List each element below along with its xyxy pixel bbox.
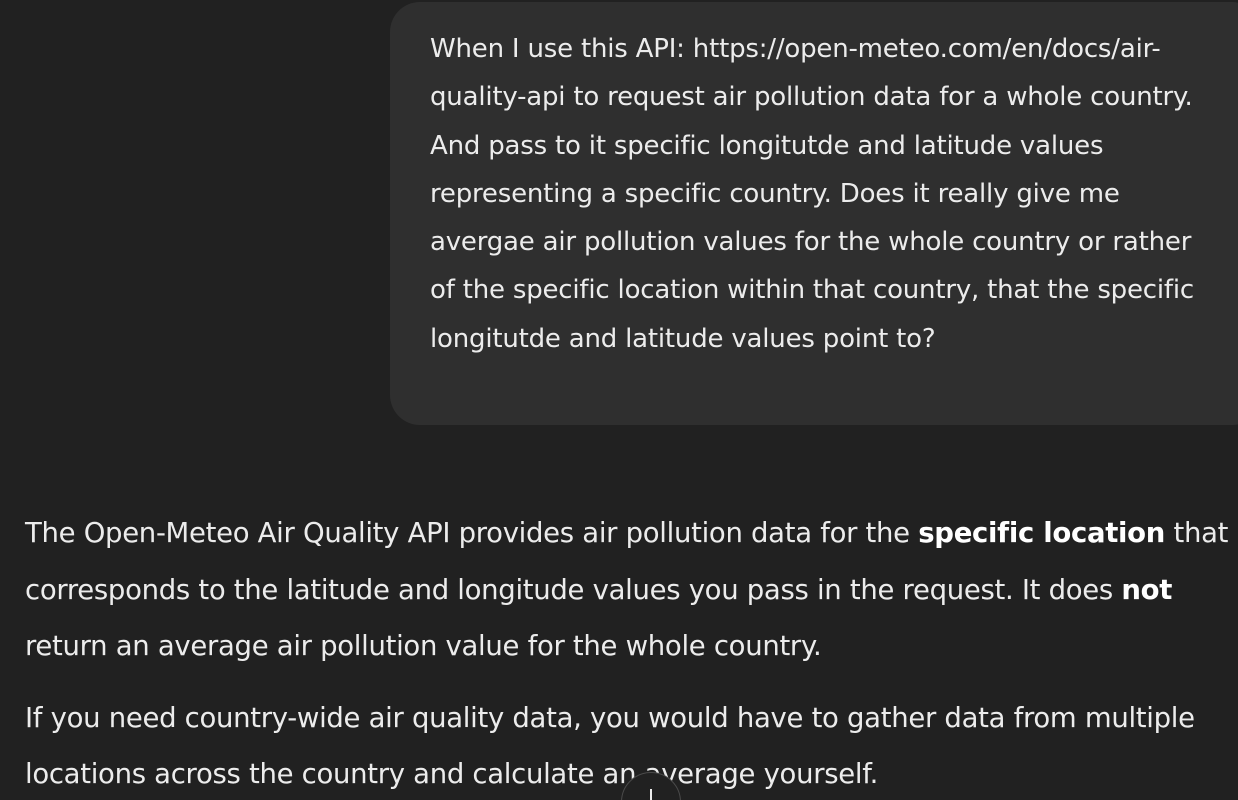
assistant-text-segment: that corresponds to the latitude and lon… xyxy=(25,517,1229,606)
assistant-paragraph-2: If you need country-wide air quality dat… xyxy=(25,701,1195,791)
user-message-text: When I use this API: https://open-meteo.… xyxy=(430,34,1194,354)
assistant-message: The Open-Meteo Air Quality API provides … xyxy=(25,505,1235,800)
bold-specific-location: specific location xyxy=(918,517,1166,549)
bold-not: not xyxy=(1121,573,1173,606)
arrow-down-icon xyxy=(650,789,652,800)
assistant-text-segment: return an average air pollution value fo… xyxy=(25,630,822,662)
user-message-bubble: When I use this API: https://open-meteo.… xyxy=(390,2,1238,425)
assistant-text-segment: The Open-Meteo Air Quality API provides … xyxy=(25,517,919,549)
assistant-paragraph-1: The Open-Meteo Air Quality API provides … xyxy=(25,505,1235,675)
